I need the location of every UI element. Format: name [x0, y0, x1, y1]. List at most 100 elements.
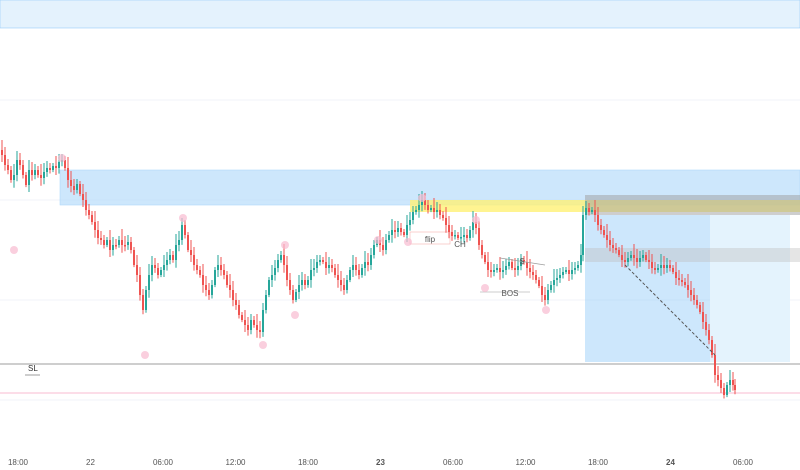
candle-body [157, 268, 159, 275]
swing-marker [472, 216, 480, 224]
candle-body [439, 210, 441, 215]
candle-body [88, 210, 90, 215]
candle-body [85, 200, 87, 210]
candle-body [19, 160, 21, 165]
candle-body [517, 266, 519, 270]
candle-body [205, 285, 207, 290]
candle-body [172, 255, 174, 260]
swing-marker [281, 241, 289, 249]
candle-body [711, 340, 713, 355]
candle-body [370, 255, 372, 265]
candle-body [669, 265, 671, 268]
candle-body [550, 285, 552, 290]
swing-marker [542, 306, 550, 314]
candle-body [442, 215, 444, 218]
candle-body [403, 232, 405, 235]
candle-body [639, 258, 641, 262]
candle-body [136, 265, 138, 275]
candle-body [244, 320, 246, 325]
x-tick-label: 12:00 [225, 458, 246, 467]
candle-body [445, 218, 447, 225]
candle-body [487, 262, 489, 270]
candle-body [241, 315, 243, 320]
candle-body [229, 285, 231, 290]
candle-body [91, 215, 93, 222]
swing-marker [418, 194, 426, 202]
candle-body [169, 255, 171, 260]
candle-body [274, 268, 276, 275]
candle-body [672, 268, 674, 272]
candle-body [418, 205, 420, 210]
candle-body [385, 240, 387, 250]
candle-body [10, 170, 12, 180]
candle-body [702, 312, 704, 322]
candle-body [25, 175, 27, 185]
candle-body [645, 255, 647, 260]
candle-body [478, 228, 480, 245]
candle-body [553, 280, 555, 285]
candle-body [97, 230, 99, 238]
candle-body [256, 325, 258, 330]
candle-body [118, 240, 120, 245]
swing-marker [481, 284, 489, 292]
candle-body [67, 168, 69, 180]
candle-body [364, 262, 366, 268]
candle-body [13, 175, 15, 180]
candle-body [636, 258, 638, 262]
candle-body [55, 166, 57, 168]
candle-body [624, 260, 626, 262]
candle-body [223, 270, 225, 275]
structure-annotations: flip CH BOS $ SL [28, 231, 716, 373]
candle-body [580, 255, 582, 265]
candle-body [651, 262, 653, 268]
candle-body [40, 175, 42, 178]
candle-body [298, 285, 300, 292]
candle-body [196, 265, 198, 270]
candle-body [394, 230, 396, 232]
candle-body [271, 275, 273, 280]
candle-body [642, 255, 644, 258]
candle-body [49, 168, 51, 170]
candle-body [286, 265, 288, 280]
profit-zone-dark [585, 215, 710, 362]
candle-body [666, 265, 668, 268]
candle-body [523, 260, 525, 262]
candle-body [199, 270, 201, 275]
candle-body [508, 262, 510, 266]
candle-body [454, 235, 456, 237]
candle-body [319, 260, 321, 262]
candle-body [717, 375, 719, 380]
candle-body [1, 150, 3, 155]
flip-label: flip [425, 235, 436, 244]
candle-body [289, 280, 291, 290]
candle-body [630, 255, 632, 258]
candle-body [343, 285, 345, 290]
candle-body [7, 165, 9, 170]
candle-body [556, 278, 558, 280]
swing-marker [374, 236, 382, 244]
candle-body [130, 242, 132, 250]
candle-body [654, 268, 656, 270]
candle-body [253, 320, 255, 325]
gray-band-mid [585, 248, 800, 262]
candle-body [538, 280, 540, 286]
swing-marker [10, 246, 18, 254]
candle-body [145, 290, 147, 310]
candle-body [4, 155, 6, 165]
candle-body [460, 237, 462, 239]
candle-body [424, 200, 426, 205]
candle-body [166, 260, 168, 265]
candle-body [178, 240, 180, 245]
candle-body [313, 268, 315, 270]
candle-body [415, 210, 417, 212]
candle-body [79, 184, 81, 194]
x-tick-label: 06:00 [153, 458, 174, 467]
candle-body [64, 160, 66, 168]
candle-body [484, 255, 486, 262]
candle-body [675, 272, 677, 278]
candle-body [406, 225, 408, 235]
swing-marker [58, 154, 66, 162]
candle-body [235, 300, 237, 305]
